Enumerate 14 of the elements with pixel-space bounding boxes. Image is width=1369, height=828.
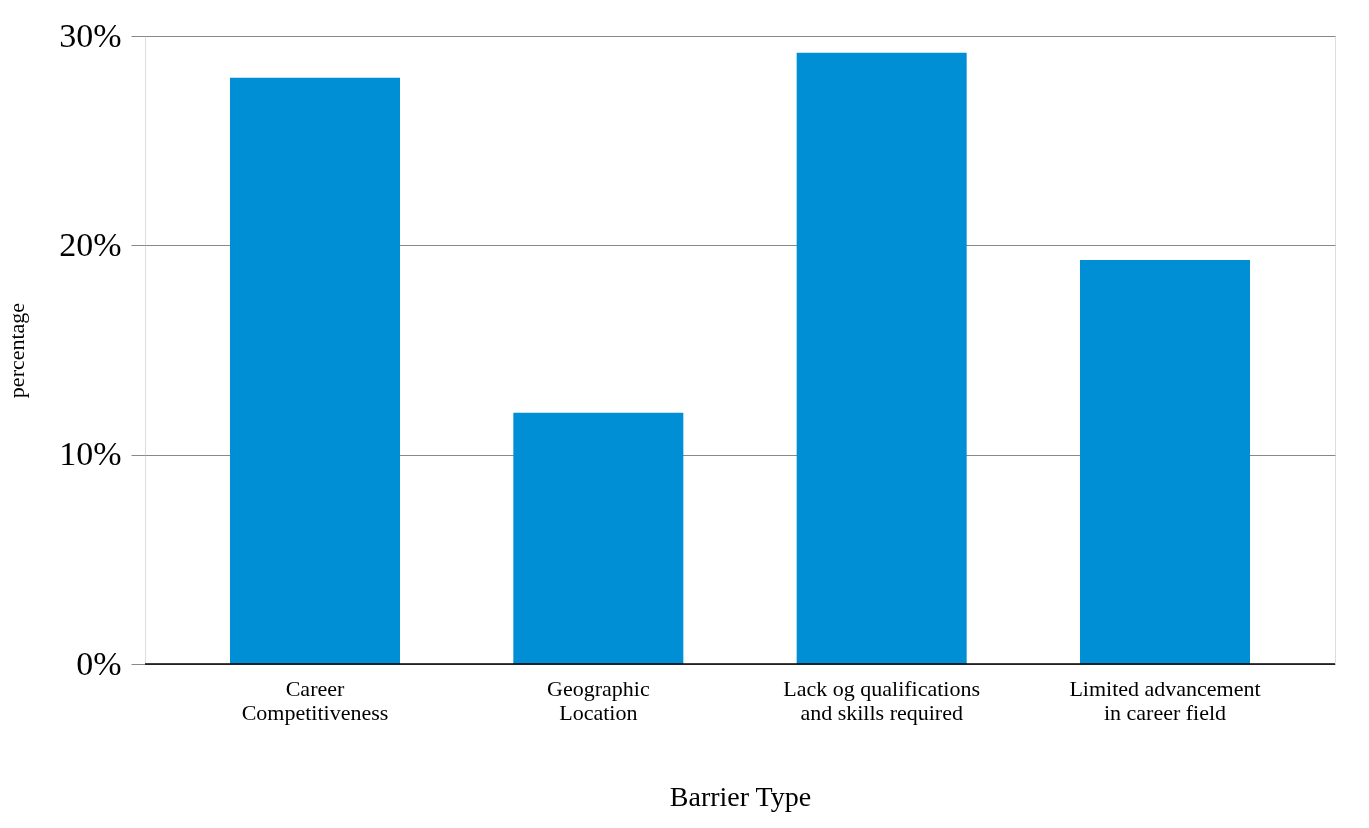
x-axis-title: Barrier Type	[669, 780, 812, 812]
x-tick-label: Lack og qualifications and skills required	[783, 675, 981, 725]
bar	[796, 52, 967, 664]
y-tick-label: 0%	[76, 644, 122, 682]
bar	[1080, 259, 1250, 664]
bar	[230, 77, 400, 664]
y-tick-label: 20%	[59, 225, 122, 263]
x-tick-label: Limited advancement in career field	[1069, 675, 1261, 725]
bar	[513, 412, 684, 664]
x-tick-label: Career Competitiveness	[241, 675, 389, 725]
x-tick-label: Geographic Location	[547, 675, 650, 725]
y-tick-label: 30%	[59, 16, 122, 54]
y-tick-label: 10%	[59, 435, 122, 473]
y-axis-title: percentage	[4, 302, 30, 399]
